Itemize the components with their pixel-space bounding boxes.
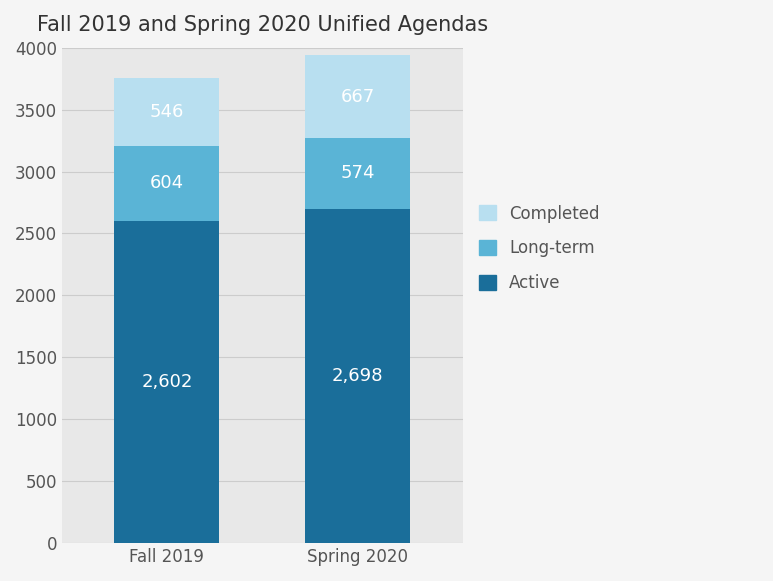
Text: 2,698: 2,698: [332, 367, 383, 385]
Bar: [114, 78, 220, 146]
Text: 574: 574: [340, 164, 375, 182]
Text: 604: 604: [150, 174, 184, 192]
Bar: [114, 146, 220, 221]
Legend: Completed, Long-term, Active: Completed, Long-term, Active: [479, 205, 599, 292]
Bar: [305, 55, 410, 138]
Text: 667: 667: [341, 88, 375, 106]
Text: 546: 546: [150, 103, 184, 121]
Bar: [305, 209, 410, 543]
Text: 2,602: 2,602: [141, 373, 192, 391]
Bar: [305, 138, 410, 209]
Title: Fall 2019 and Spring 2020 Unified Agendas: Fall 2019 and Spring 2020 Unified Agenda…: [37, 15, 488, 35]
Bar: [114, 221, 220, 543]
